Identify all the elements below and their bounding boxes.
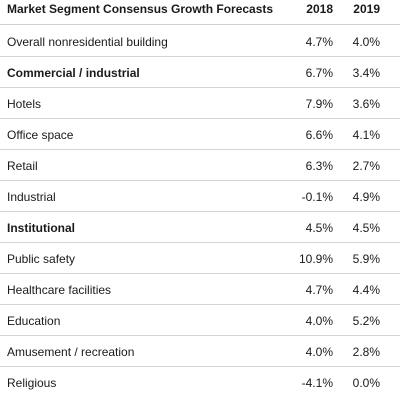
value-2018: 7.9% [305,97,333,111]
table-row: Overall nonresidential building 4.7% 4.0… [0,26,400,57]
value-2019: 5.9% [352,252,380,266]
table-row: Industrial -0.1% 4.9% [0,181,400,212]
value-2019: 3.4% [352,66,380,80]
segment-label: Hotels [7,97,42,111]
value-2018: 6.7% [305,66,333,80]
year-2019-column-header: 2019 [353,2,380,16]
value-2019: 0.0% [352,376,380,390]
segment-label: Overall nonresidential building [7,35,168,49]
table-row: Public safety 10.9% 5.9% [0,243,400,274]
table-row: Retail 6.3% 2.7% [0,150,400,181]
segment-label: Amusement / recreation [7,345,135,359]
value-2019: 4.0% [352,35,380,49]
value-2018: 4.0% [305,314,333,328]
value-2019: 4.9% [352,190,380,204]
value-2018: 6.6% [305,128,333,142]
value-2019: 5.2% [352,314,380,328]
table-row: Healthcare facilities 4.7% 4.4% [0,274,400,305]
value-2019: 4.1% [352,128,380,142]
value-2019: 3.6% [352,97,380,111]
value-2018: -0.1% [301,190,333,204]
segment-label: Institutional [7,221,75,235]
segment-label: Public safety [7,252,76,266]
value-2018: 4.0% [305,345,333,359]
year-2018-column-header: 2018 [306,2,333,16]
value-2019: 4.4% [352,283,380,297]
value-2018: -4.1% [301,376,333,390]
value-2018: 4.7% [305,35,333,49]
value-2018: 4.5% [305,221,333,235]
value-2019: 4.5% [352,221,380,235]
value-2019: 2.7% [352,159,380,173]
value-2018: 4.7% [305,283,333,297]
table-row: Religious -4.1% 0.0% [0,367,400,397]
value-2018: 10.9% [298,252,333,266]
segment-label: Commercial / industrial [7,66,140,80]
segment-column-header: Market Segment Consensus Growth Forecast… [7,2,274,16]
table-body: Overall nonresidential building 4.7% 4.0… [0,26,400,397]
segment-label: Office space [7,128,74,142]
segment-label: Education [7,314,61,328]
table-row: Office space 6.6% 4.1% [0,119,400,150]
value-2018: 6.3% [305,159,333,173]
table-row: Hotels 7.9% 3.6% [0,88,400,119]
table-row: Amusement / recreation 4.0% 2.8% [0,336,400,367]
segment-label: Retail [7,159,38,173]
table-row: Institutional 4.5% 4.5% [0,212,400,243]
segment-label: Industrial [7,190,56,204]
value-2019: 2.8% [352,345,380,359]
table-row: Commercial / industrial 6.7% 3.4% [0,57,400,88]
table-header: Market Segment Consensus Growth Forecast… [0,0,400,25]
table-row: Education 4.0% 5.2% [0,305,400,336]
segment-label: Religious [7,376,57,390]
segment-label: Healthcare facilities [7,283,112,297]
